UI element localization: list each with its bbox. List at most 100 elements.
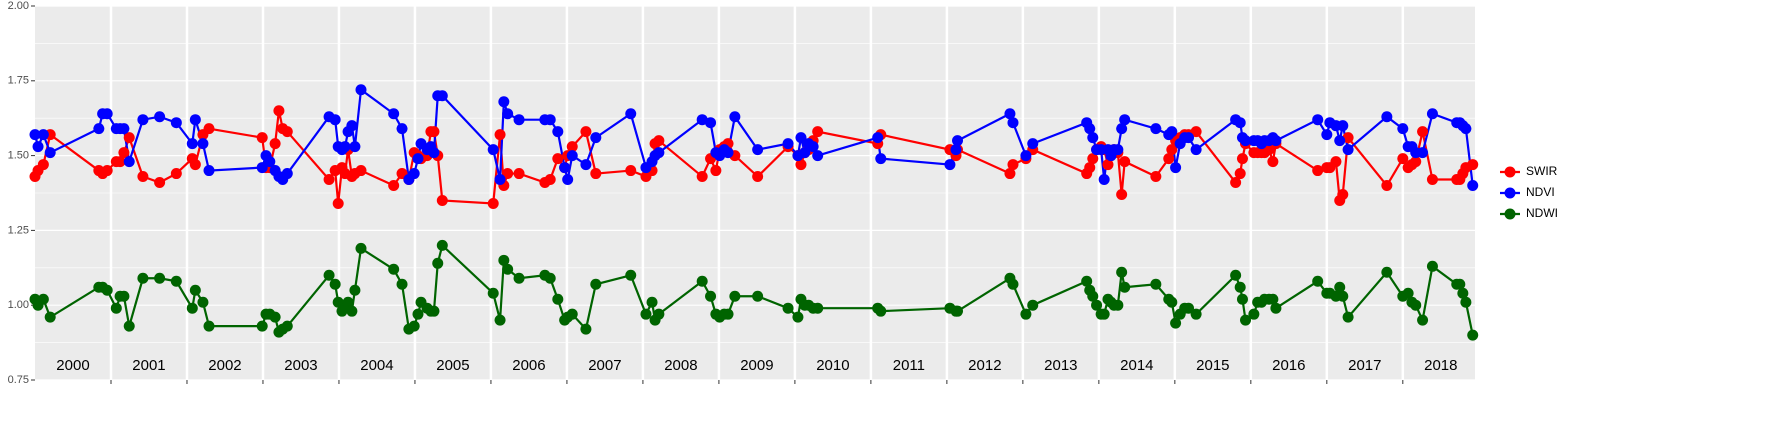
- point: [170, 168, 182, 180]
- point: [705, 117, 717, 129]
- point: [197, 296, 209, 308]
- year-label: 2009: [740, 357, 773, 374]
- point: [349, 141, 361, 153]
- point: [44, 311, 56, 323]
- point: [428, 126, 440, 138]
- point: [323, 269, 335, 281]
- point: [1236, 293, 1248, 305]
- point: [795, 159, 807, 171]
- legend-label: NDWI: [1526, 206, 1558, 220]
- point: [812, 126, 824, 138]
- point: [436, 239, 448, 251]
- point: [1116, 188, 1128, 200]
- point: [502, 168, 514, 180]
- point: [1020, 150, 1032, 162]
- y-tick-label: 1.50: [8, 150, 29, 162]
- point: [123, 156, 135, 168]
- point: [1119, 114, 1131, 126]
- point: [273, 105, 285, 117]
- point: [428, 147, 440, 159]
- point: [1112, 299, 1124, 311]
- point: [498, 96, 510, 108]
- point: [696, 171, 708, 183]
- point: [1454, 278, 1466, 290]
- point: [590, 132, 602, 144]
- year-label: 2012: [968, 357, 1001, 374]
- point: [137, 114, 149, 126]
- point: [1337, 290, 1349, 302]
- point: [1183, 132, 1195, 144]
- point: [812, 302, 824, 314]
- point: [795, 132, 807, 144]
- point: [1330, 156, 1342, 168]
- point: [1230, 269, 1242, 281]
- point: [1460, 296, 1472, 308]
- point: [1150, 278, 1162, 290]
- point: [487, 287, 499, 299]
- point: [412, 308, 424, 320]
- point: [349, 284, 361, 296]
- point: [487, 197, 499, 209]
- point: [646, 296, 658, 308]
- point: [197, 138, 209, 150]
- point: [281, 126, 293, 138]
- point: [1004, 108, 1016, 120]
- point: [1119, 281, 1131, 293]
- point: [1166, 296, 1178, 308]
- point: [544, 272, 556, 284]
- year-label: 2007: [588, 357, 621, 374]
- point: [186, 138, 198, 150]
- point: [944, 159, 956, 171]
- point: [123, 132, 135, 144]
- point: [792, 311, 804, 323]
- point: [154, 111, 166, 123]
- point: [388, 108, 400, 120]
- point: [339, 141, 351, 153]
- year-label: 2015: [1196, 357, 1229, 374]
- point: [562, 174, 574, 186]
- point: [264, 156, 276, 168]
- point: [1020, 308, 1032, 320]
- point: [559, 162, 571, 174]
- point: [513, 114, 525, 126]
- point: [44, 147, 56, 159]
- point: [1087, 153, 1099, 165]
- point: [590, 168, 602, 180]
- point: [1417, 126, 1429, 138]
- year-label: 2005: [436, 357, 469, 374]
- point: [1116, 123, 1128, 135]
- point: [355, 242, 367, 254]
- point: [872, 132, 884, 144]
- point: [513, 168, 525, 180]
- point: [329, 278, 341, 290]
- point: [332, 197, 344, 209]
- legend-label: SWIR: [1526, 164, 1558, 178]
- point: [1342, 132, 1354, 144]
- point: [1183, 302, 1195, 314]
- point: [1116, 266, 1128, 278]
- point: [114, 156, 126, 168]
- point: [625, 108, 637, 120]
- point: [566, 141, 578, 153]
- year-label: 2013: [1044, 357, 1077, 374]
- point: [342, 296, 354, 308]
- point: [1417, 314, 1429, 326]
- point: [729, 111, 741, 123]
- point: [1267, 293, 1279, 305]
- point: [1402, 287, 1414, 299]
- point: [1027, 299, 1039, 311]
- point: [705, 290, 717, 302]
- point: [428, 305, 440, 317]
- point: [1112, 144, 1124, 156]
- point: [625, 165, 637, 177]
- point: [1170, 162, 1182, 174]
- point: [93, 123, 105, 135]
- point: [1270, 135, 1282, 147]
- point: [1084, 162, 1096, 174]
- point: [1230, 177, 1242, 189]
- point: [952, 305, 964, 317]
- point: [32, 141, 44, 153]
- point: [189, 159, 201, 171]
- point: [281, 320, 293, 332]
